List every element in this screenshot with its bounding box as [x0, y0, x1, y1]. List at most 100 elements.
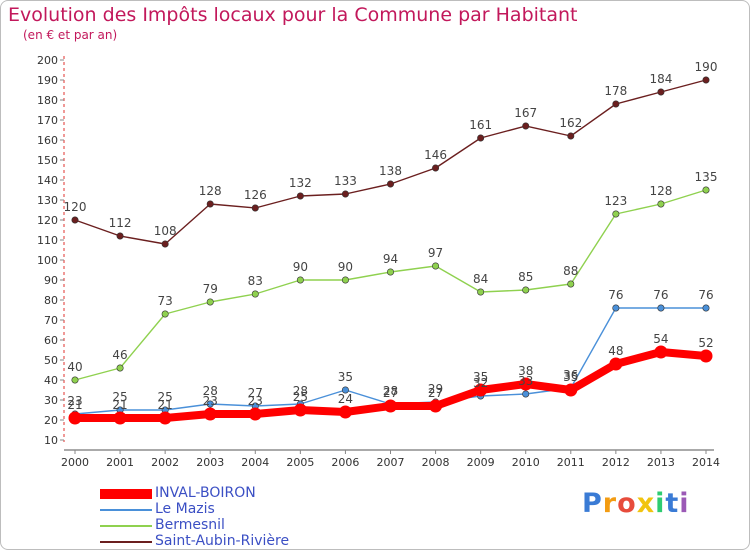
data-point — [158, 411, 172, 425]
x-tick-label: 2003 — [196, 456, 224, 469]
y-tick-label: 70 — [44, 314, 58, 327]
x-tick-label: 2009 — [467, 456, 495, 469]
y-tick-label: 130 — [37, 194, 58, 207]
data-point — [296, 192, 304, 200]
x-tick-label: 2001 — [106, 456, 134, 469]
data-label: 79 — [203, 282, 218, 296]
data-label: 76 — [698, 288, 713, 302]
data-label: 21 — [67, 398, 82, 412]
logo-letter: t — [665, 488, 680, 519]
data-label: 120 — [64, 200, 87, 214]
data-label: 178 — [604, 84, 627, 98]
legend: INVAL-BOIRON Le Mazis Bermesnil Saint-Au… — [100, 485, 360, 550]
data-point — [432, 262, 440, 270]
data-label: 76 — [608, 288, 623, 302]
data-point — [612, 100, 620, 108]
data-point — [702, 304, 710, 312]
data-label: 76 — [653, 288, 668, 302]
data-label: 28 — [293, 384, 308, 398]
proxiti-logo: Proxiti — [582, 488, 690, 519]
data-label: 135 — [695, 170, 718, 184]
data-point — [116, 232, 124, 240]
legend-label: Le Mazis — [155, 501, 215, 517]
y-tick-label: 90 — [44, 274, 58, 287]
data-point — [338, 405, 352, 419]
data-point — [567, 280, 575, 288]
logo-letter: r — [602, 488, 618, 519]
data-point — [612, 210, 620, 218]
y-tick-label: 120 — [37, 214, 58, 227]
data-label: 133 — [334, 174, 357, 188]
data-point — [293, 403, 307, 417]
data-label: 123 — [604, 194, 627, 208]
data-point — [657, 88, 665, 96]
y-tick-label: 100 — [37, 254, 58, 267]
data-point — [71, 216, 79, 224]
data-label: 28 — [383, 384, 398, 398]
legend-item-inval-boiron: INVAL-BOIRON — [100, 485, 360, 502]
data-label: 23 — [248, 394, 263, 408]
data-point — [522, 286, 530, 294]
y-tick-label: 170 — [37, 114, 58, 127]
chart-subtitle: (en € et par an) — [23, 28, 118, 42]
data-point — [296, 276, 304, 284]
series-line — [74, 79, 707, 245]
legend-item-le-mazis: Le Mazis — [100, 501, 360, 518]
data-label: 21 — [112, 398, 127, 412]
legend-label: INVAL-BOIRON — [155, 485, 256, 501]
data-label: 27 — [248, 386, 263, 400]
logo-letter: P — [582, 488, 603, 519]
data-point — [161, 310, 169, 318]
data-point — [564, 383, 578, 397]
data-point — [248, 407, 262, 421]
legend-item-bermesnil: Bermesnil — [100, 517, 360, 534]
data-point — [609, 357, 623, 371]
data-label: 162 — [559, 116, 582, 130]
data-label: 73 — [158, 294, 173, 308]
legend-swatch — [100, 509, 152, 511]
data-label: 97 — [428, 246, 443, 260]
data-point — [702, 186, 710, 194]
data-label: 126 — [244, 188, 267, 202]
data-point — [113, 411, 127, 425]
data-point — [474, 383, 488, 397]
legend-swatch — [100, 541, 152, 543]
data-point — [477, 288, 485, 296]
logo-letter: x — [636, 488, 656, 519]
x-tick-label: 2006 — [331, 456, 359, 469]
data-label: 27 — [428, 386, 443, 400]
data-point — [203, 407, 217, 421]
data-point — [68, 411, 82, 425]
data-label: 90 — [293, 260, 308, 274]
data-point — [341, 386, 349, 394]
data-label: 132 — [289, 176, 312, 190]
y-tick-label: 190 — [37, 74, 58, 87]
x-tick-label: 2011 — [557, 456, 585, 469]
data-point — [206, 298, 214, 306]
data-point — [429, 399, 443, 413]
logo-letter: i — [655, 488, 666, 519]
data-label: 190 — [695, 60, 718, 74]
data-label: 108 — [154, 224, 177, 238]
y-tick-label: 80 — [44, 294, 58, 307]
data-point — [567, 132, 575, 140]
logo-letter: o — [617, 488, 637, 519]
data-point — [699, 349, 713, 363]
data-point — [251, 204, 259, 212]
data-label: 54 — [653, 332, 668, 346]
data-label: 33 — [518, 374, 533, 388]
x-tick-label: 2007 — [377, 456, 405, 469]
legend-swatch — [100, 489, 152, 499]
data-point — [612, 304, 620, 312]
data-label: 184 — [649, 72, 672, 86]
data-label: 23 — [67, 394, 82, 408]
data-label: 90 — [338, 260, 353, 274]
data-point — [702, 76, 710, 84]
logo-letter: i — [679, 488, 690, 519]
y-tick-label: 200 — [37, 54, 58, 67]
data-label: 25 — [293, 390, 308, 404]
data-point — [657, 304, 665, 312]
data-label: 88 — [563, 264, 578, 278]
data-label: 48 — [608, 344, 623, 358]
